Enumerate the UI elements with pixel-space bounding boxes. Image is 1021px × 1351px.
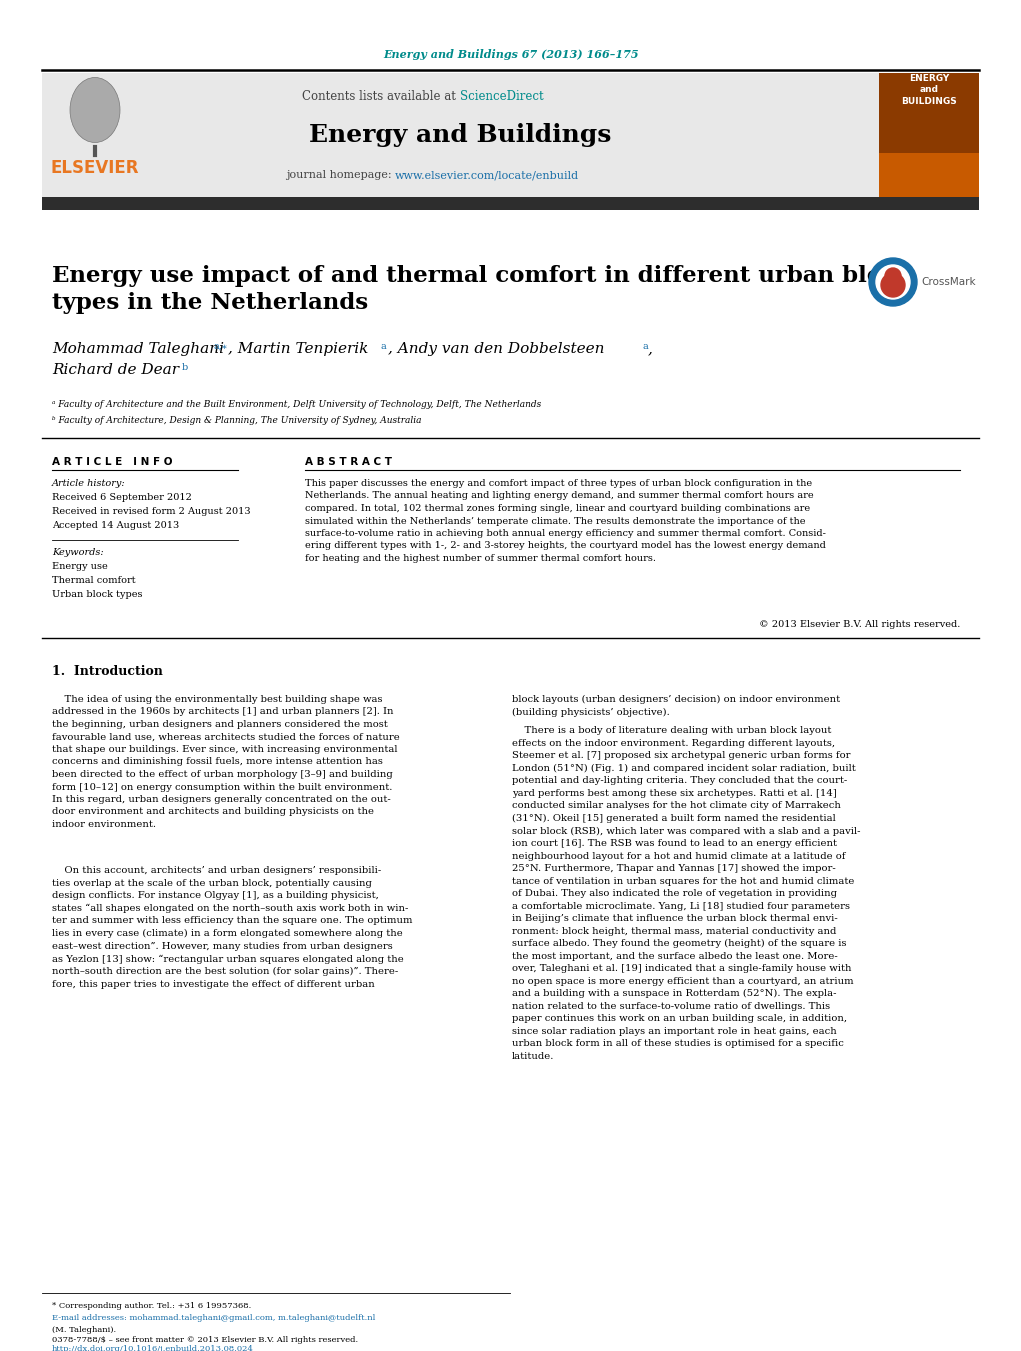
Text: journal homepage:: journal homepage: (286, 170, 395, 180)
Text: 0378-7788/$ – see front matter © 2013 Elsevier B.V. All rights reserved.: 0378-7788/$ – see front matter © 2013 El… (52, 1336, 358, 1344)
Text: http://dx.doi.org/10.1016/j.enbuild.2013.08.024: http://dx.doi.org/10.1016/j.enbuild.2013… (52, 1346, 254, 1351)
Text: Received in revised form 2 August 2013: Received in revised form 2 August 2013 (52, 507, 250, 516)
FancyBboxPatch shape (42, 73, 879, 199)
Text: Richard de Dear: Richard de Dear (52, 363, 179, 377)
Text: ,: , (648, 342, 652, 357)
Circle shape (869, 258, 917, 305)
FancyBboxPatch shape (42, 197, 979, 209)
Text: a: a (380, 342, 386, 351)
Text: ᵃ Faculty of Architecture and the Built Environment, Delft University of Technol: ᵃ Faculty of Architecture and the Built … (52, 400, 541, 409)
Text: ᵇ Faculty of Architecture, Design & Planning, The University of Sydney, Australi: ᵇ Faculty of Architecture, Design & Plan… (52, 416, 422, 426)
Circle shape (881, 273, 905, 297)
Text: block layouts (urban designers’ decision) on indoor environment
(building physic: block layouts (urban designers’ decision… (512, 694, 840, 717)
Text: Thermal comfort: Thermal comfort (52, 576, 136, 585)
Text: Energy and Buildings 67 (2013) 166–175: Energy and Buildings 67 (2013) 166–175 (383, 50, 639, 61)
Text: Contents lists available at: Contents lists available at (302, 91, 460, 104)
Text: (M. Taleghani).: (M. Taleghani). (52, 1325, 116, 1333)
Text: a: a (642, 342, 647, 351)
FancyBboxPatch shape (879, 153, 979, 199)
Text: There is a body of literature dealing with urban block layout
effects on the ind: There is a body of literature dealing wi… (512, 725, 861, 1061)
Text: ENERGY
and
BUILDINGS: ENERGY and BUILDINGS (902, 74, 957, 107)
Ellipse shape (70, 77, 120, 142)
Text: This paper discusses the energy and comfort impact of three types of urban block: This paper discusses the energy and comf… (305, 480, 826, 563)
Text: E-mail addresses: mohammad.taleghani@gmail.com, m.taleghani@tudelft.nl: E-mail addresses: mohammad.taleghani@gma… (52, 1315, 376, 1323)
Text: b: b (182, 363, 188, 372)
Text: Mohammad Taleghani: Mohammad Taleghani (52, 342, 224, 357)
Text: 1.  Introduction: 1. Introduction (52, 665, 163, 678)
Text: A B S T R A C T: A B S T R A C T (305, 457, 392, 467)
Text: Energy use: Energy use (52, 562, 108, 571)
Text: Energy and Buildings: Energy and Buildings (308, 123, 612, 147)
Text: , Martin Tenpierik: , Martin Tenpierik (228, 342, 369, 357)
Text: www.elsevier.com/locate/enbuild: www.elsevier.com/locate/enbuild (395, 170, 579, 180)
Text: ELSEVIER: ELSEVIER (51, 159, 139, 177)
Text: Energy use impact of and thermal comfort in different urban block
types in the N: Energy use impact of and thermal comfort… (52, 265, 912, 313)
Text: © 2013 Elsevier B.V. All rights reserved.: © 2013 Elsevier B.V. All rights reserved… (759, 620, 960, 630)
Text: ScienceDirect: ScienceDirect (460, 91, 543, 104)
Text: Accepted 14 August 2013: Accepted 14 August 2013 (52, 521, 180, 530)
Text: CrossMark: CrossMark (921, 277, 976, 286)
Text: Urban block types: Urban block types (52, 590, 143, 598)
Text: The idea of using the environmentally best building shape was
addressed in the 1: The idea of using the environmentally be… (52, 694, 400, 830)
Text: On this account, architects’ and urban designers’ responsibili-
ties overlap at : On this account, architects’ and urban d… (52, 866, 412, 989)
Text: * Corresponding author. Tel.: +31 6 19957368.: * Corresponding author. Tel.: +31 6 1995… (52, 1302, 251, 1310)
Text: Article history:: Article history: (52, 480, 126, 488)
Text: a,⁎: a,⁎ (213, 342, 227, 351)
Circle shape (885, 267, 901, 284)
Text: Keywords:: Keywords: (52, 549, 103, 557)
Text: Received 6 September 2012: Received 6 September 2012 (52, 493, 192, 503)
Circle shape (876, 265, 910, 299)
Text: A R T I C L E   I N F O: A R T I C L E I N F O (52, 457, 173, 467)
FancyBboxPatch shape (879, 73, 979, 199)
Text: , Andy van den Dobbelsteen: , Andy van den Dobbelsteen (388, 342, 604, 357)
